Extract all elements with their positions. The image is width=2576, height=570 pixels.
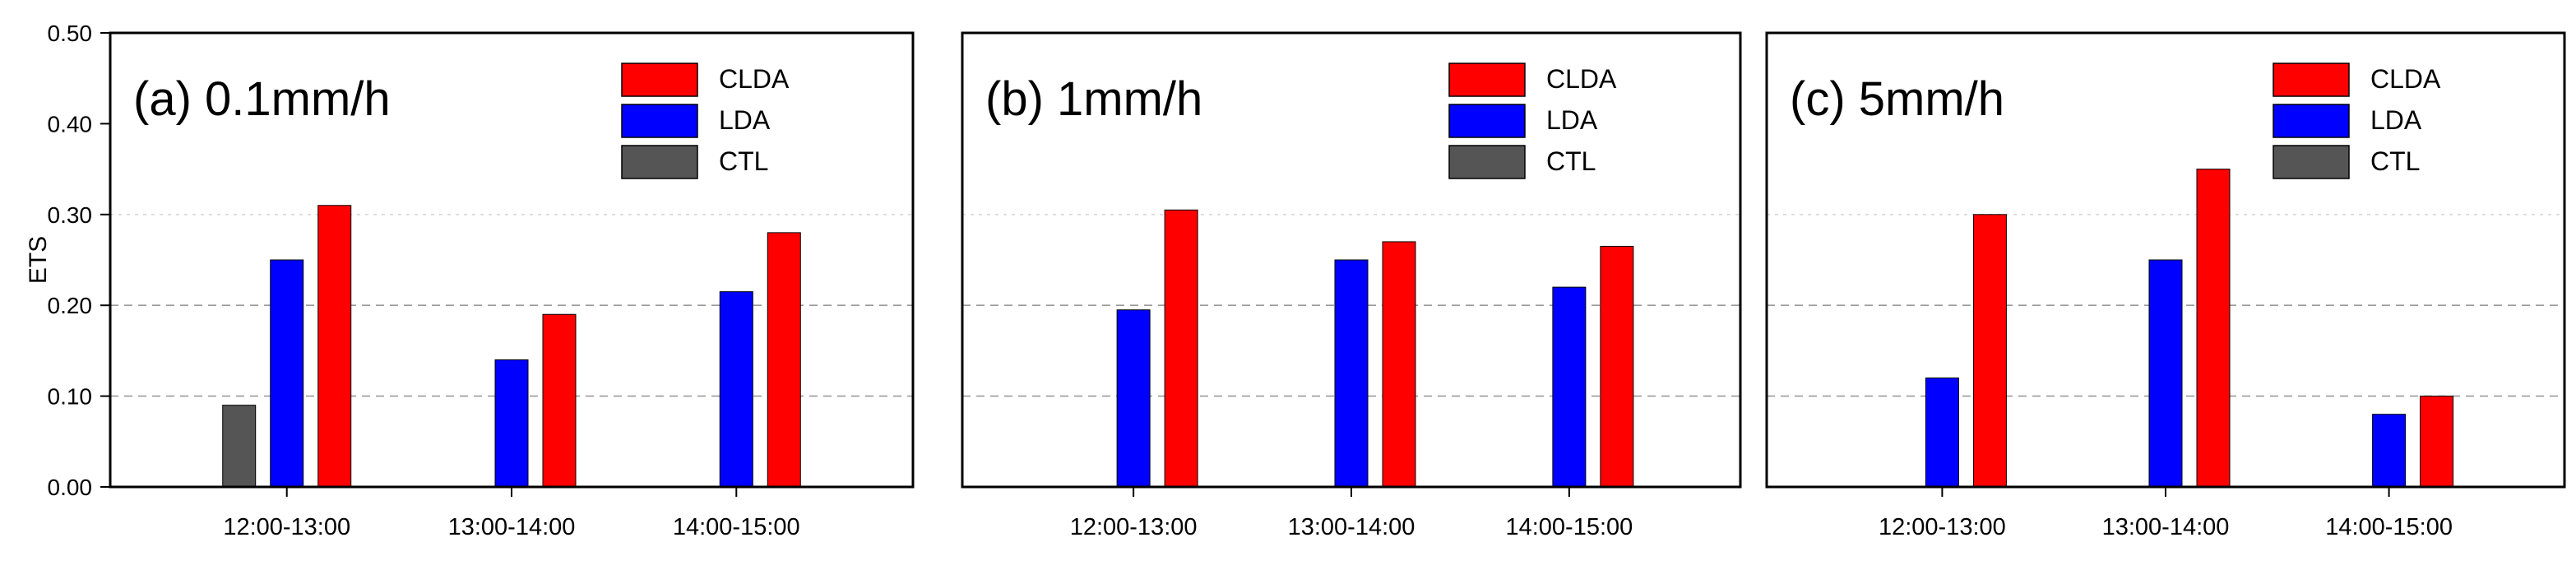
x-tick-label: 14:00-15:00 <box>2325 514 2453 540</box>
legend-label-clda: CLDA <box>2370 64 2441 94</box>
legend-label-lda: LDA <box>1546 105 1598 135</box>
legend-label-clda: CLDA <box>719 64 790 94</box>
legend-label-lda: LDA <box>719 105 771 135</box>
plot-frame <box>961 31 1742 489</box>
legend-swatch-lda <box>621 104 698 138</box>
chart-panel-3: 12:00-13:00 13:00-14:00 14:00-15:00 (c) 5mm… <box>1765 31 2566 540</box>
y-axis-label: ETS <box>25 236 52 284</box>
legend-swatch-ctl <box>621 145 698 179</box>
bar-clda-3 <box>1600 245 1634 488</box>
x-tick-label: 13:00-14:00 <box>2102 514 2230 540</box>
y-tick-label: 0.20 <box>48 293 93 318</box>
bar-ctl-1 <box>222 405 257 488</box>
x-tick-label: 14:00-15:00 <box>1505 514 1633 540</box>
legend-swatch-ctl <box>1448 145 1526 179</box>
bar-lda-1 <box>1925 378 1959 488</box>
legend-swatch-clda <box>1448 63 1526 97</box>
bar-clda-1 <box>317 205 352 488</box>
plot-frame <box>1765 31 2566 489</box>
y-tick-label: 0.50 <box>48 21 93 46</box>
y-tick-label: 0.30 <box>48 202 93 228</box>
y-tick-label: 0.10 <box>48 384 93 410</box>
legend-label-ctl: CTL <box>1546 146 1596 176</box>
legend-swatch-clda <box>2273 63 2350 97</box>
panel-title: (a) 0.1mm/h <box>133 72 391 126</box>
chart-panel-1: 12:00-13:00 13:00-14:00 14:00-15:00 (a) 0.1… <box>25 21 915 540</box>
legend-label-lda: LDA <box>2370 105 2422 135</box>
x-tick-label: 13:00-14:00 <box>448 514 576 540</box>
y-tick-label: 0.40 <box>48 111 93 137</box>
y-tick-label: 0.00 <box>48 475 93 500</box>
panel-title: (c) 5mm/h <box>1790 72 2004 126</box>
x-tick-label: 14:00-15:00 <box>673 514 800 540</box>
legend-label-clda: CLDA <box>1546 64 1617 94</box>
bar-clda-2 <box>2196 169 2231 488</box>
legend-label-ctl: CTL <box>719 146 768 176</box>
bar-lda-1 <box>270 259 304 488</box>
bar-lda-3 <box>1552 286 1587 488</box>
legend-label-ctl: CTL <box>2370 146 2420 176</box>
legend-swatch-lda <box>1448 104 1526 138</box>
bar-lda-2 <box>2148 259 2183 488</box>
bar-lda-3 <box>719 291 753 488</box>
bar-clda-1 <box>1972 214 2007 488</box>
bar-lda-3 <box>2372 414 2407 488</box>
bar-lda-1 <box>1116 309 1151 488</box>
plot-frame <box>109 31 915 489</box>
x-tick-label: 12:00-13:00 <box>1879 514 2006 540</box>
legend-swatch-ctl <box>2273 145 2350 179</box>
chart-panel-2: 12:00-13:00 13:00-14:00 14:00-15:00 (b) 1mm… <box>961 31 1742 540</box>
bar-clda-2 <box>542 313 577 488</box>
bar-clda-3 <box>2420 396 2454 488</box>
panel-title: (b) 1mm/h <box>985 72 1202 126</box>
x-tick-label: 13:00-14:00 <box>1288 514 1415 540</box>
x-tick-label: 12:00-13:00 <box>1070 514 1198 540</box>
bar-clda-1 <box>1164 209 1198 488</box>
bar-lda-2 <box>494 359 529 488</box>
bar-clda-2 <box>1382 241 1416 488</box>
legend-swatch-lda <box>2273 104 2350 138</box>
x-tick-label: 12:00-13:00 <box>223 514 350 540</box>
bar-lda-2 <box>1334 259 1369 488</box>
legend-swatch-clda <box>621 63 698 97</box>
bar-clda-3 <box>767 232 801 488</box>
